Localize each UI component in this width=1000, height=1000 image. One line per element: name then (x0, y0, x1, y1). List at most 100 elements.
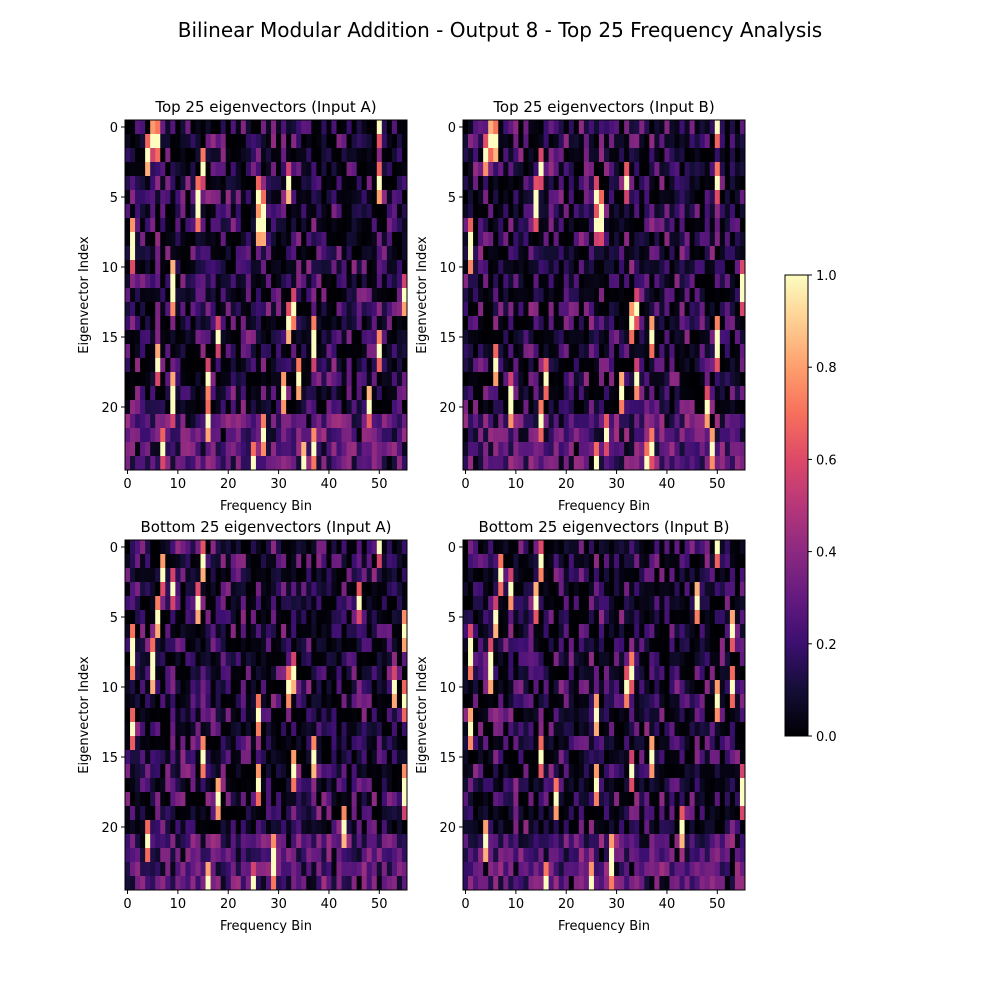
heatmap-cell (291, 148, 297, 163)
heatmap-cell (356, 190, 363, 205)
heatmap-cell (190, 568, 196, 583)
heatmap-cell (356, 372, 363, 387)
heatmap-cell (366, 652, 373, 667)
heatmap-cell (674, 568, 680, 583)
heatmap-cell (679, 288, 685, 303)
heatmap-cell (598, 218, 605, 233)
heatmap-cell (396, 554, 403, 569)
heatmap-cell (145, 596, 151, 611)
heatmap-cell (674, 554, 680, 569)
heatmap-cell (654, 372, 660, 387)
heatmap-cell (508, 386, 514, 401)
heatmap-cell (150, 820, 156, 835)
heatmap-cell (371, 302, 378, 317)
heatmap-cell (478, 610, 484, 625)
heatmap-cell (210, 386, 217, 401)
heatmap-cell (478, 624, 484, 639)
heatmap-cell (548, 428, 555, 443)
heatmap-cell (704, 596, 711, 611)
heatmap-cell (528, 316, 534, 331)
heatmap-cell (356, 442, 363, 457)
heatmap-cell (240, 134, 247, 149)
heatmap-cell (175, 246, 181, 261)
heatmap-cell (135, 190, 141, 205)
heatmap-cell (483, 456, 489, 471)
heatmap-cell (604, 582, 610, 597)
heatmap-cell (371, 120, 378, 135)
heatmap-cell (604, 162, 610, 177)
heatmap-cell (493, 190, 499, 205)
heatmap-cell (331, 204, 337, 219)
heatmap-cell (346, 694, 353, 709)
heatmap-cell (316, 848, 322, 863)
heatmap-cell (321, 148, 327, 163)
heatmap-cell (401, 232, 408, 247)
heatmap-cell (135, 400, 141, 415)
heatmap-cell (629, 456, 635, 471)
heatmap-cell (639, 582, 645, 597)
heatmap-cell (729, 302, 736, 317)
heatmap-cell (624, 148, 630, 163)
heatmap-cell (689, 358, 696, 373)
heatmap-cell (508, 680, 514, 695)
heatmap-cell (296, 232, 302, 247)
heatmap-cell (543, 414, 550, 429)
heatmap-cell (619, 624, 625, 639)
heatmap-cell (644, 330, 650, 345)
heatmap-cell (654, 442, 660, 457)
heatmap-cell (366, 834, 373, 849)
heatmap-cell (200, 596, 206, 611)
heatmap-cell (381, 456, 388, 471)
heatmap-cell (140, 624, 146, 639)
heatmap-cell (160, 232, 166, 247)
heatmap-cell (341, 162, 347, 177)
heatmap-cell (250, 414, 257, 429)
heatmap-cell (463, 218, 469, 233)
heatmap-cell (260, 568, 267, 583)
heatmap-cell (230, 260, 237, 275)
heatmap-cell (316, 806, 322, 821)
heatmap-cell (684, 386, 691, 401)
heatmap-cell (664, 596, 670, 611)
heatmap-cell (205, 302, 212, 317)
heatmap-cell (386, 624, 393, 639)
heatmap-cell (215, 750, 222, 765)
heatmap-cell (301, 232, 307, 247)
heatmap-cell (366, 400, 373, 415)
heatmap-cell (376, 554, 383, 569)
heatmap-cell (401, 442, 408, 457)
heatmap-cell (654, 652, 660, 667)
heatmap-cell (356, 610, 363, 625)
heatmap-cell (336, 344, 342, 359)
heatmap-cell (396, 806, 403, 821)
heatmap-cell (366, 414, 373, 429)
heatmap-cell (311, 694, 317, 709)
heatmap-cell (195, 162, 201, 177)
heatmap-cells (125, 540, 408, 891)
heatmap-cell (478, 204, 484, 219)
heatmap-cell (498, 372, 504, 387)
heatmap-cell (719, 218, 726, 233)
heatmap-cell (130, 260, 136, 275)
heatmap-cell (346, 246, 353, 261)
heatmap-cell (296, 596, 302, 611)
heatmap-cell (513, 190, 519, 205)
heatmap-cell (145, 190, 151, 205)
heatmap-cell (513, 260, 519, 275)
heatmap-cell (160, 148, 166, 163)
heatmap-cell (614, 568, 620, 583)
heatmap-cell (639, 372, 645, 387)
heatmap-cell (240, 120, 247, 135)
heatmap-cell (714, 190, 721, 205)
heatmap-cell (326, 330, 332, 345)
heatmap-cell (629, 218, 635, 233)
heatmap-cell (311, 302, 317, 317)
heatmap-cell (200, 302, 206, 317)
heatmap-cell (250, 302, 257, 317)
heatmap-cell (376, 344, 383, 359)
heatmap-cell (306, 414, 312, 429)
heatmap-cell (619, 302, 625, 317)
heatmap-cell (250, 260, 257, 275)
heatmap-cell (160, 190, 166, 205)
heatmap-cell (240, 330, 247, 345)
